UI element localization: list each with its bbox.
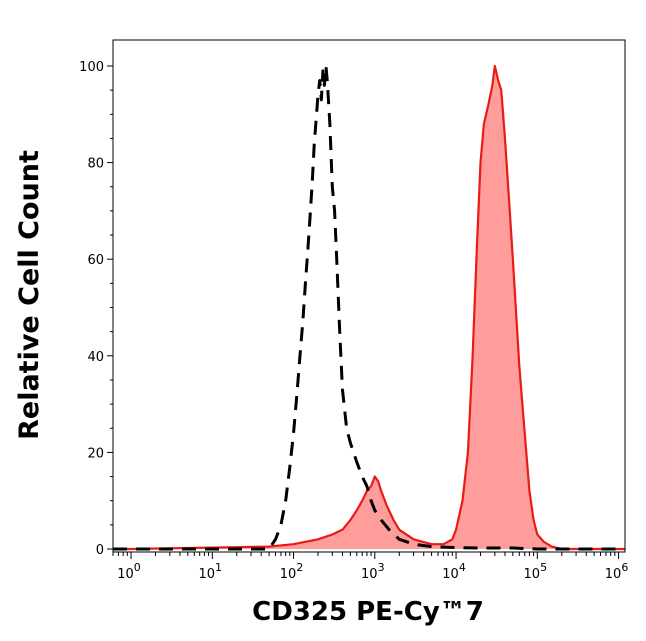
x-tick-exponent: 6 <box>621 561 628 574</box>
y-axis-title: Relative Cell Count <box>14 150 45 440</box>
x-tick-exponent: 5 <box>540 561 547 574</box>
x-tick-exponent: 4 <box>459 561 466 574</box>
x-tick-label: 104 <box>442 561 466 582</box>
series-dashed-line <box>113 64 625 551</box>
y-tick-label: 80 <box>87 157 104 172</box>
series-filled-outline <box>113 64 625 551</box>
y-axis: 0 20 40 60 80 100 <box>79 60 113 558</box>
x-tick-exponent: 3 <box>378 561 385 574</box>
x-tick-label: 101 <box>199 561 223 582</box>
series-filled-area <box>113 66 625 549</box>
x-axis: 100 101 102 103 104 105 106 <box>112 552 629 582</box>
x-tick-exponent: 2 <box>296 561 303 574</box>
series-layer <box>113 64 625 551</box>
x-tick-label: 100 <box>117 561 141 582</box>
y-tick-label: 20 <box>87 446 104 461</box>
y-tick-label: 40 <box>87 350 104 365</box>
y-tick-label: 0 <box>96 543 104 558</box>
y-tick-label: 100 <box>79 60 104 75</box>
x-tick-label: 105 <box>524 561 548 582</box>
x-tick-exponent: 1 <box>215 561 222 574</box>
plot-frame <box>112 39 626 553</box>
x-tick-label: 106 <box>605 561 629 582</box>
x-tick-label: 102 <box>280 561 304 582</box>
x-axis-title: CD325 PE-Cy™7 <box>252 597 484 627</box>
y-tick-label: 60 <box>87 253 104 268</box>
x-tick-exponent: 0 <box>134 561 141 574</box>
x-tick-label: 103 <box>361 561 385 582</box>
